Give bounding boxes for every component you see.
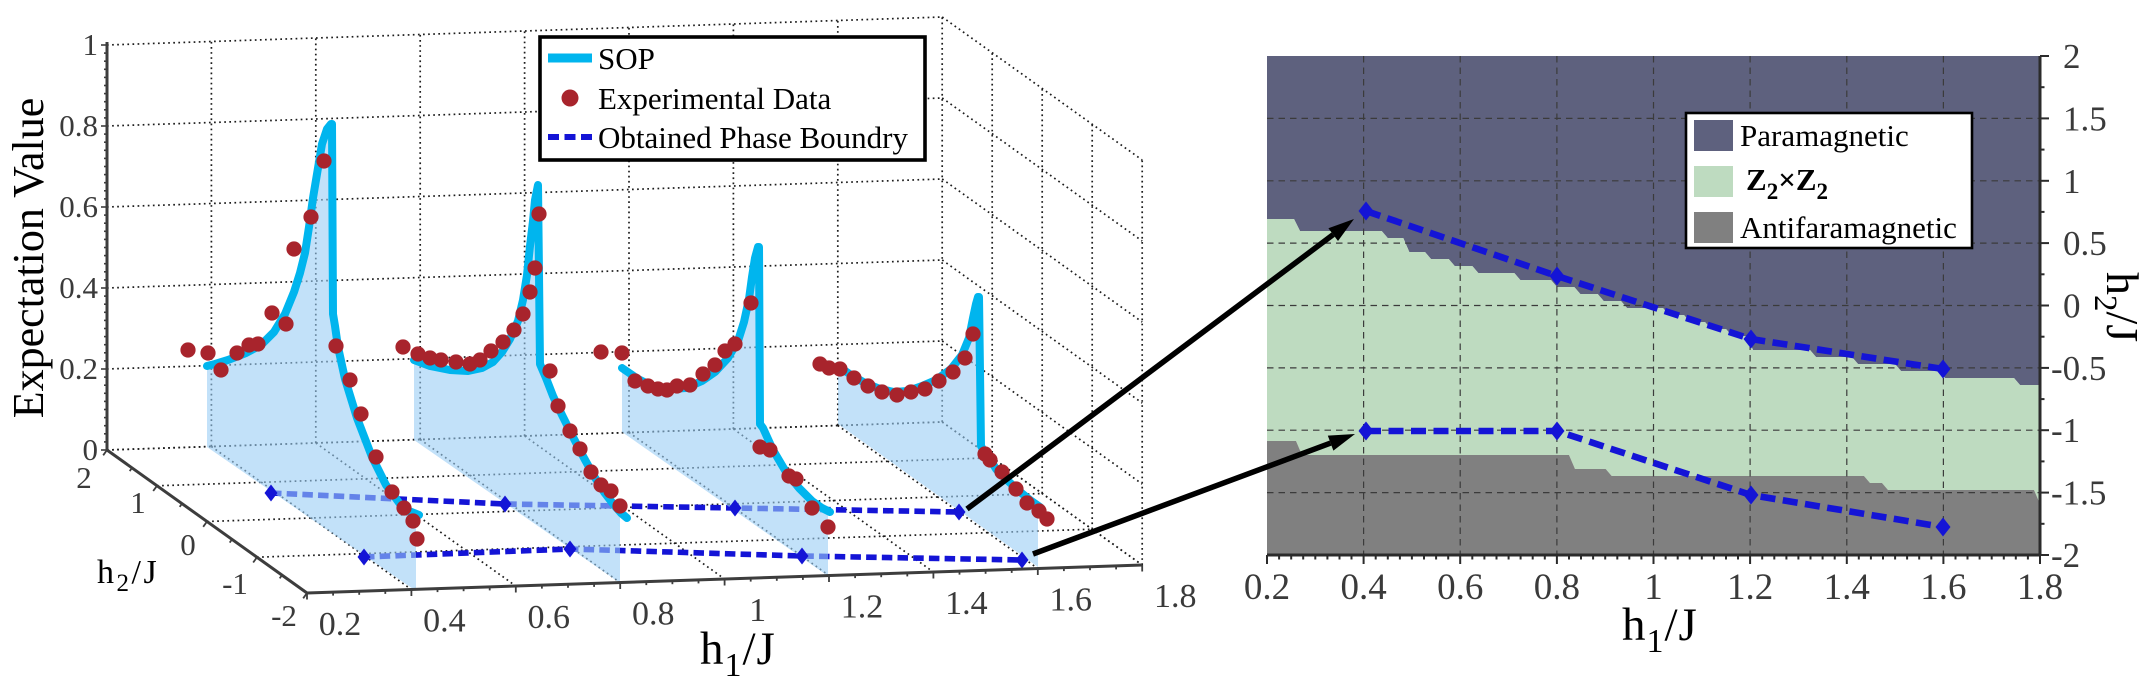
svg-text:Obtained Phase Boundry: Obtained Phase Boundry	[598, 120, 908, 155]
svg-text:SOP: SOP	[598, 41, 655, 76]
svg-text:1: 1	[2063, 162, 2081, 201]
svg-text:1.2: 1.2	[1727, 567, 1773, 608]
svg-text:2: 2	[76, 460, 92, 495]
svg-text:0.2: 0.2	[59, 351, 98, 386]
svg-text:0.5: 0.5	[2063, 224, 2107, 263]
svg-text:1: 1	[83, 27, 99, 62]
svg-text:1.6: 1.6	[1050, 582, 1093, 619]
svg-text:0.8: 0.8	[1534, 567, 1580, 608]
svg-text:h1/J: h1/J	[1622, 599, 1698, 660]
svg-text:Paramagnetic: Paramagnetic	[1740, 118, 1909, 153]
svg-text:0.6: 0.6	[1437, 567, 1483, 608]
svg-text:1: 1	[749, 592, 766, 629]
svg-text:-1: -1	[2051, 411, 2080, 450]
svg-text:0.4: 0.4	[59, 270, 98, 305]
svg-text:0.8: 0.8	[632, 596, 675, 633]
svg-text:-0.5: -0.5	[2051, 349, 2106, 388]
svg-text:-2: -2	[271, 598, 297, 633]
svg-text:Antifaramagnetic: Antifaramagnetic	[1740, 210, 1957, 245]
svg-text:-1.5: -1.5	[2051, 474, 2106, 513]
svg-text:1: 1	[1644, 567, 1663, 608]
svg-text:1.2: 1.2	[841, 589, 884, 626]
svg-text:Expectation Value: Expectation Value	[4, 98, 53, 419]
svg-text:1.4: 1.4	[1824, 567, 1870, 608]
svg-text:1.6: 1.6	[1920, 567, 1966, 608]
svg-text:0.8: 0.8	[59, 108, 98, 143]
svg-text:0: 0	[2063, 287, 2081, 326]
svg-text:-1: -1	[222, 566, 248, 601]
svg-text:1.4: 1.4	[945, 585, 988, 622]
svg-text:h2/J: h2/J	[2087, 272, 2148, 342]
svg-text:0.4: 0.4	[423, 603, 466, 640]
svg-text:-2: -2	[2051, 536, 2080, 575]
svg-text:0.6: 0.6	[59, 189, 98, 224]
svg-text:0.4: 0.4	[1340, 567, 1386, 608]
svg-text:1.8: 1.8	[2017, 567, 2063, 608]
svg-text:0.2: 0.2	[319, 606, 362, 643]
svg-text:0.6: 0.6	[528, 599, 571, 636]
svg-text:1: 1	[130, 485, 146, 520]
svg-text:2: 2	[2063, 37, 2081, 76]
svg-text:1.5: 1.5	[2063, 99, 2107, 138]
svg-text:Experimental Data: Experimental Data	[598, 81, 831, 116]
svg-text:0.2: 0.2	[1244, 567, 1290, 608]
svg-text:1.8: 1.8	[1154, 578, 1197, 615]
svg-text:0: 0	[180, 527, 196, 562]
svg-text:0: 0	[83, 432, 99, 467]
